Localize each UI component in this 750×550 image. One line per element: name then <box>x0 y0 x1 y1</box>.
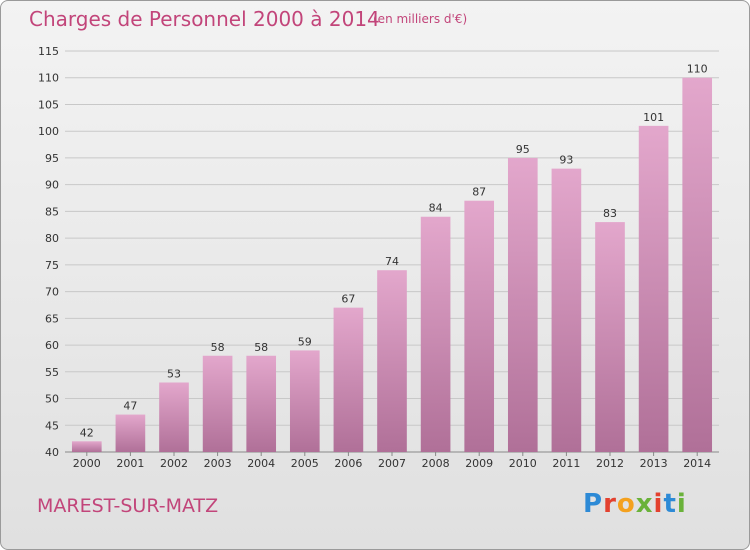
x-tick-label: 2002 <box>160 457 188 470</box>
y-tick-label: 65 <box>45 312 59 325</box>
x-tick-label: 2001 <box>116 457 144 470</box>
x-axis-ticks: 2000 2001 2002 2003 2004 2005 2006 2007 2008 2009… <box>73 452 711 470</box>
data-label: 101 <box>643 111 664 124</box>
bar <box>246 355 277 452</box>
brand-letter: o <box>616 489 636 519</box>
data-label: 95 <box>516 143 530 156</box>
commune-name: MAREST-SUR-MATZ <box>37 495 219 517</box>
data-label: 110 <box>687 63 708 76</box>
brand-letter: i <box>676 489 687 519</box>
bars <box>71 77 713 453</box>
data-label: 84 <box>429 202 443 215</box>
y-tick-label: 55 <box>45 366 59 379</box>
bar <box>377 270 407 452</box>
y-tick-label: 85 <box>45 205 59 218</box>
bar <box>551 168 582 453</box>
bar <box>289 350 320 452</box>
brand-letter: P <box>583 489 604 519</box>
chart-title: Charges de Personnel 2000 à 2014 <box>29 7 380 31</box>
brand-letter: r <box>603 489 617 519</box>
data-label: 74 <box>385 255 399 268</box>
data-label: 58 <box>211 341 225 354</box>
x-tick-label: 2006 <box>334 457 362 470</box>
y-tick-label: 45 <box>45 419 59 432</box>
data-label: 83 <box>603 207 617 220</box>
brand-letter: t <box>663 489 677 519</box>
bar <box>464 200 495 452</box>
y-axis-ticks: 40 45 50 55 60 65 70 75 80 85 90 95 100 105 110 115 <box>38 45 59 459</box>
y-tick-label: 115 <box>38 45 59 58</box>
y-tick-label: 75 <box>45 259 59 272</box>
x-tick-label: 2003 <box>204 457 232 470</box>
data-label: 47 <box>123 400 137 413</box>
y-tick-label: 95 <box>45 152 59 165</box>
y-tick-label: 90 <box>45 179 59 192</box>
x-tick-label: 2005 <box>291 457 319 470</box>
y-tick-label: 105 <box>38 98 59 111</box>
bar <box>595 222 625 452</box>
bar <box>159 382 189 452</box>
bar <box>682 77 713 452</box>
y-tick-label: 110 <box>38 72 59 85</box>
data-label: 53 <box>167 367 181 380</box>
data-label: 42 <box>80 426 94 439</box>
bar <box>71 441 102 452</box>
bar <box>507 157 538 452</box>
x-tick-label: 2009 <box>465 457 493 470</box>
data-label: 58 <box>254 341 268 354</box>
bar <box>420 216 451 452</box>
x-tick-label: 2012 <box>596 457 624 470</box>
bar <box>115 414 146 452</box>
data-label: 59 <box>298 335 312 348</box>
proxiti-logo[interactable]: Proxiti <box>583 489 687 519</box>
data-label: 87 <box>472 186 486 199</box>
bar <box>638 125 669 452</box>
y-tick-label: 100 <box>38 125 59 138</box>
bar <box>202 355 233 452</box>
data-labels: 42 47 53 58 58 59 67 74 84 87 95 93 83 101 110 <box>80 63 708 440</box>
data-label: 93 <box>559 154 573 167</box>
x-tick-label: 2007 <box>378 457 406 470</box>
y-tick-label: 40 <box>45 446 59 459</box>
data-label: 67 <box>341 293 355 306</box>
y-tick-label: 70 <box>45 286 59 299</box>
x-tick-label: 2008 <box>422 457 450 470</box>
x-tick-label: 2014 <box>683 457 711 470</box>
x-tick-label: 2000 <box>73 457 101 470</box>
y-tick-label: 80 <box>45 232 59 245</box>
chart-subtitle: (en milliers d'€) <box>373 12 468 26</box>
y-tick-label: 50 <box>45 393 59 406</box>
x-tick-label: 2013 <box>640 457 668 470</box>
x-tick-label: 2011 <box>552 457 580 470</box>
y-tick-label: 60 <box>45 339 59 352</box>
x-tick-label: 2004 <box>247 457 275 470</box>
bar <box>333 307 364 452</box>
brand-letter: x <box>635 489 654 519</box>
x-tick-label: 2010 <box>509 457 537 470</box>
brand-letter: i <box>653 489 664 519</box>
